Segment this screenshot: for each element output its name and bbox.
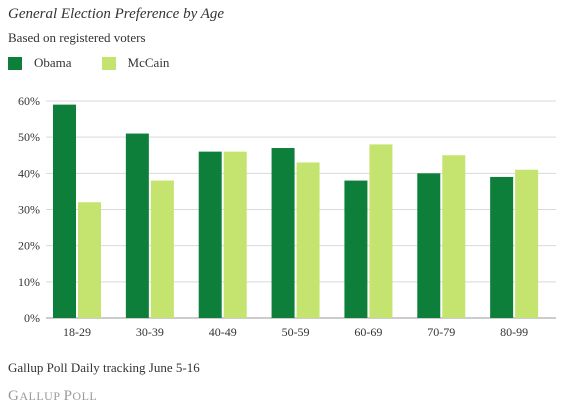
bar-mccain-60-69 xyxy=(369,144,393,318)
x-tick-label: 30-39 xyxy=(136,325,164,339)
y-tick-label: 20% xyxy=(18,239,40,253)
x-tick-label: 50-59 xyxy=(282,325,310,339)
legend-label-mccain: McCain xyxy=(127,55,170,70)
x-tick-label: 18-29 xyxy=(63,325,91,339)
legend-label-obama: Obama xyxy=(34,55,72,70)
bar-obama-70-79 xyxy=(417,173,441,318)
legend-item-obama: Obama xyxy=(8,55,72,71)
legend: Obama McCain xyxy=(8,55,199,71)
gallup-poll-logo: GALLUP POLL xyxy=(8,388,97,405)
bar-mccain-70-79 xyxy=(442,155,466,318)
bar-obama-50-59 xyxy=(271,148,295,318)
bar-obama-80-99 xyxy=(490,176,514,318)
bar-obama-40-49 xyxy=(198,151,222,318)
bar-obama-18-29 xyxy=(53,104,76,318)
y-tick-label: 30% xyxy=(18,203,40,217)
y-tick-label: 50% xyxy=(18,130,40,144)
bar-mccain-40-49 xyxy=(223,151,247,318)
chart-title: General Election Preference by Age xyxy=(8,6,225,22)
bar-mccain-30-39 xyxy=(150,180,174,318)
bar-mccain-50-59 xyxy=(296,162,320,318)
bar-mccain-18-29 xyxy=(78,202,101,318)
x-tick-label: 70-79 xyxy=(427,325,455,339)
legend-item-mccain: McCain xyxy=(101,55,170,71)
x-tick-label: 40-49 xyxy=(209,325,237,339)
footnote: Gallup Poll Daily tracking June 5-16 xyxy=(8,360,200,375)
y-tick-label: 0% xyxy=(24,311,40,325)
chart-subtitle: Based on registered voters xyxy=(8,30,146,45)
y-tick-label: 60% xyxy=(18,94,40,108)
bar-obama-60-69 xyxy=(344,180,368,318)
y-tick-label: 40% xyxy=(18,166,40,180)
x-tick-label: 60-69 xyxy=(354,325,382,339)
legend-swatch-mccain xyxy=(101,56,116,70)
bar-mccain-80-99 xyxy=(515,169,539,318)
x-tick-label: 80-99 xyxy=(500,325,528,339)
legend-swatch-obama xyxy=(8,56,22,70)
brand-text: GALLUP POLL xyxy=(8,388,98,404)
y-tick-label: 10% xyxy=(18,275,40,289)
bar-obama-30-39 xyxy=(125,133,149,318)
